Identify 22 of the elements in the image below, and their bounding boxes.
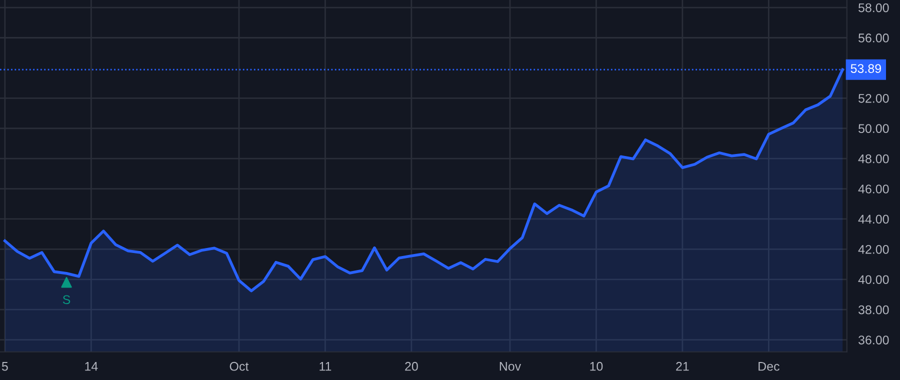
x-tick-label: 11 xyxy=(320,362,332,371)
x-tick-label: 20 xyxy=(405,362,418,371)
y-tick-label: 58.00 xyxy=(858,3,889,12)
x-tick-label: Dec xyxy=(758,362,780,371)
x-tick-label: Nov xyxy=(500,362,522,371)
x-tick-label: 5 xyxy=(2,362,8,371)
y-tick-label: 44.00 xyxy=(858,214,889,224)
y-tick-label: 36.00 xyxy=(858,336,889,344)
x-tick-label: 14 xyxy=(85,362,98,371)
y-tick-label: 42.00 xyxy=(858,244,889,254)
x-tick-label: Oct xyxy=(230,362,249,371)
x-tick-label: 21 xyxy=(676,362,689,371)
y-tick-label: 38.00 xyxy=(858,305,889,314)
series-label: S xyxy=(62,295,70,304)
y-tick-label: 50.00 xyxy=(858,124,889,134)
ref-line-label: 53.89 xyxy=(850,64,881,73)
y-tick-label: 40.00 xyxy=(858,275,889,284)
y-tick-label: 48.00 xyxy=(858,154,889,164)
y-tick-label: 46.00 xyxy=(858,184,889,194)
x-tick-label: 10 xyxy=(590,362,603,371)
y-tick-label: 56.00 xyxy=(858,34,889,42)
y-tick-label: 52.00 xyxy=(858,94,889,103)
